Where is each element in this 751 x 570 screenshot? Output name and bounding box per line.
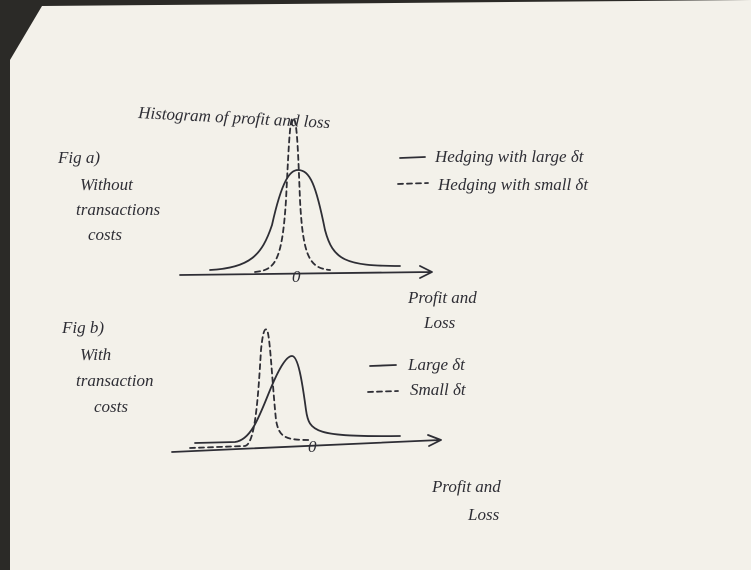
axis-label: Profit and: [407, 288, 477, 307]
figure-label: Fig a): [57, 148, 100, 167]
legend-label: Small δt: [410, 380, 467, 399]
legend-solid: [369, 364, 397, 367]
axis-label: Loss: [423, 313, 456, 332]
curve-large: [209, 169, 401, 271]
caption-line: transaction: [76, 371, 153, 390]
caption-line: costs: [94, 397, 128, 416]
legend-dashed: [367, 390, 399, 393]
legend-dashed: [397, 182, 429, 185]
legend-label: Hedging with small δt: [437, 175, 589, 194]
paper: [10, 0, 751, 570]
axis-label: Loss: [467, 505, 500, 524]
x-axis: [179, 265, 433, 279]
caption-line: costs: [88, 225, 122, 244]
origin-label: 0: [292, 267, 301, 286]
origin-label: 0: [308, 437, 317, 456]
figure-label: Fig b): [61, 318, 104, 337]
legend-label: Large δt: [407, 355, 466, 374]
caption-line: Without: [80, 175, 134, 194]
figure-a: Fig a) Without transactions costs 0 Prof…: [57, 117, 589, 332]
caption-line: With: [80, 345, 111, 364]
legend-label: Hedging with large δt: [434, 147, 585, 166]
legend-solid: [399, 156, 426, 159]
curve-small: [254, 117, 331, 273]
x-axis: [171, 434, 442, 453]
curve-small: [189, 328, 311, 449]
figure-b: Fig b) With transaction costs 0 Profit a…: [61, 318, 501, 524]
curve-large: [194, 355, 401, 444]
caption-line: transactions: [76, 200, 160, 219]
axis-label: Profit and: [431, 477, 501, 496]
